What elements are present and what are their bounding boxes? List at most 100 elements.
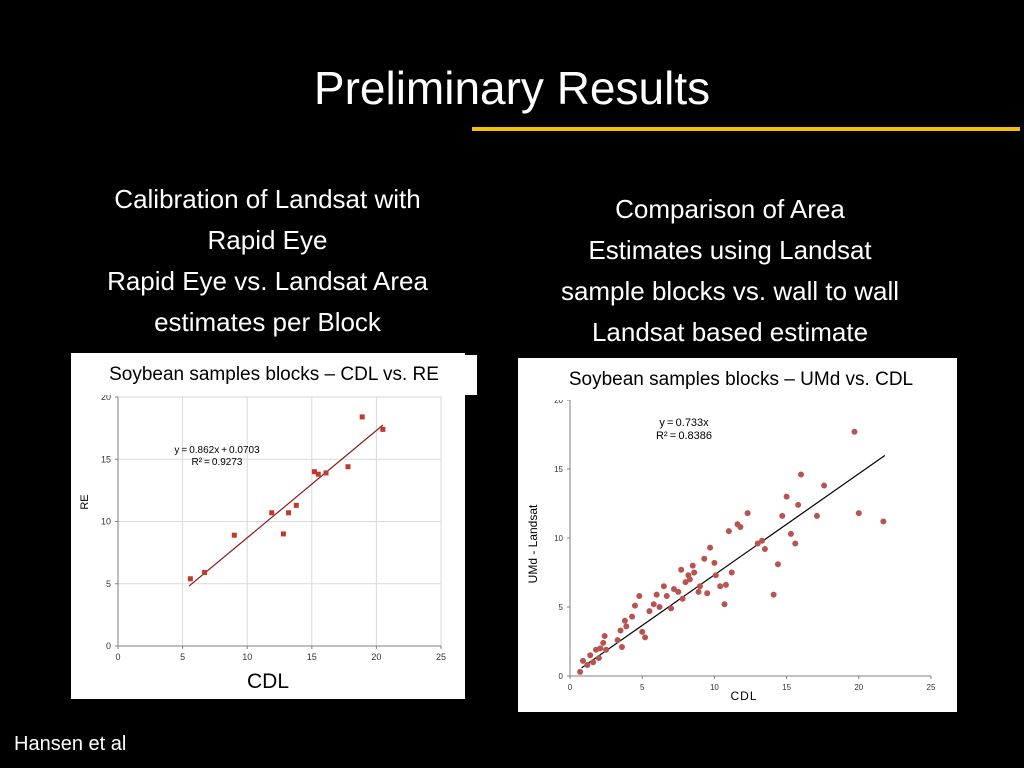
data-point: [813, 512, 820, 519]
right-heading: Comparison of Area Estimates using Lands…: [515, 189, 945, 353]
data-point: [792, 540, 799, 547]
data-point: [737, 523, 744, 530]
data-point: [603, 646, 610, 653]
data-point: [880, 518, 887, 525]
trendline: [188, 424, 384, 587]
y-tick-label: 10: [101, 517, 111, 527]
data-point: [187, 576, 193, 582]
x-tick-label: 15: [307, 652, 317, 662]
data-point: [636, 592, 643, 599]
left-panel-gap: [0, 660, 66, 704]
x-axis-label: CDL: [730, 689, 757, 703]
data-point: [380, 426, 386, 432]
y-tick-label: 20: [101, 392, 111, 402]
data-point: [770, 591, 777, 598]
r-squared-label: R² = 0.9273: [192, 457, 243, 468]
data-point: [774, 561, 781, 568]
data-point: [798, 471, 805, 478]
data-point: [783, 493, 790, 500]
right-heading-line-1: Comparison of Area: [615, 194, 845, 224]
data-point: [660, 583, 667, 590]
data-point: [696, 583, 703, 590]
data-point: [623, 623, 630, 630]
data-point: [359, 414, 365, 420]
data-point: [293, 502, 299, 508]
data-point: [787, 530, 794, 537]
data-point: [579, 657, 586, 664]
data-point: [269, 510, 275, 516]
data-point: [744, 510, 751, 517]
data-point: [631, 602, 638, 609]
y-axis-label: UMd - Landsat: [526, 504, 540, 583]
data-point: [231, 532, 237, 538]
data-point: [695, 588, 702, 595]
data-point: [597, 645, 604, 652]
data-point: [315, 471, 321, 477]
data-point: [595, 655, 602, 662]
x-tick-label: 15: [782, 683, 791, 692]
data-point: [704, 590, 711, 597]
x-tick-label: 5: [180, 652, 185, 662]
x-tick-label: 25: [927, 683, 936, 692]
x-tick-label: 20: [371, 652, 381, 662]
x-tick-label: 5: [640, 683, 645, 692]
x-tick-label: 10: [710, 683, 719, 692]
title-underline: [472, 127, 1020, 131]
data-point: [639, 628, 646, 635]
trendline-equation: y = 0.733x: [659, 417, 709, 429]
left-heading-line-1: Calibration of Landsat with: [114, 184, 421, 214]
data-point: [617, 627, 624, 634]
data-point: [656, 604, 663, 610]
data-point: [621, 617, 628, 624]
x-tick-label: 25: [436, 652, 446, 662]
data-point: [280, 531, 286, 537]
y-tick-label: 0: [106, 641, 111, 651]
data-point: [728, 569, 735, 576]
y-tick-label: 5: [106, 579, 111, 589]
data-point: [587, 652, 594, 659]
left-heading-line-4: estimates per Block: [154, 307, 381, 337]
data-point: [754, 540, 761, 547]
data-point: [707, 544, 714, 551]
data-point: [701, 555, 708, 562]
y-tick-label: 10: [554, 534, 563, 543]
data-point: [614, 637, 621, 644]
left-chart-panel: 0 5 10 15 20 25 0 5 10 15 20 y = 0.862x + 0.0703 R² …: [71, 353, 465, 699]
data-point: [779, 512, 786, 519]
slide-title: Preliminary Results: [313, 62, 711, 114]
y-tick-label: 20: [554, 396, 563, 405]
data-point: [759, 537, 766, 544]
x-tick-label: 20: [854, 683, 863, 692]
left-chart-title: Soybean samples blocks – CDL vs. RE: [71, 355, 477, 395]
data-point: [311, 469, 317, 475]
data-point: [584, 661, 591, 668]
data-point: [795, 501, 802, 508]
left-scatter-chart: 0 5 10 15 20 25 0 5 10 15 20 y = 0.862x + 0.0703R² …: [79, 392, 446, 662]
data-point: [590, 659, 597, 666]
right-heading-line-2: Estimates using Landsat: [588, 235, 872, 265]
left-heading-line-2: Rapid Eye: [207, 225, 328, 255]
trendline-equation: y = 0.862x + 0.0703: [174, 445, 260, 456]
data-point: [686, 576, 693, 583]
data-point: [678, 566, 685, 573]
right-heading-line-3: sample blocks vs. wall to wall: [560, 276, 900, 306]
data-point: [851, 428, 858, 435]
data-point: [721, 601, 728, 608]
y-axis-label: RE: [79, 494, 91, 509]
x-tick-label: 0: [568, 683, 573, 692]
footer-credit: Hansen et al: [14, 733, 127, 755]
left-heading: Calibration of Landsat with Rapid Eye Ra…: [60, 179, 475, 343]
data-point: [717, 583, 724, 590]
y-tick-label: 15: [554, 465, 563, 474]
right-chart-panel: 0 5 10 15 20 25 0 5 10 15 20 y = 0.733x R² = 0.8386 U…: [518, 358, 957, 712]
left-x-axis-label: CDL: [246, 670, 289, 693]
r-squared-label: R² = 0.8386: [656, 430, 712, 442]
trendline: [581, 454, 886, 669]
data-point: [345, 464, 351, 470]
data-point: [679, 595, 686, 602]
data-point: [668, 605, 675, 612]
data-point: [629, 613, 636, 620]
data-point: [286, 510, 292, 516]
plot-area: [569, 399, 932, 677]
